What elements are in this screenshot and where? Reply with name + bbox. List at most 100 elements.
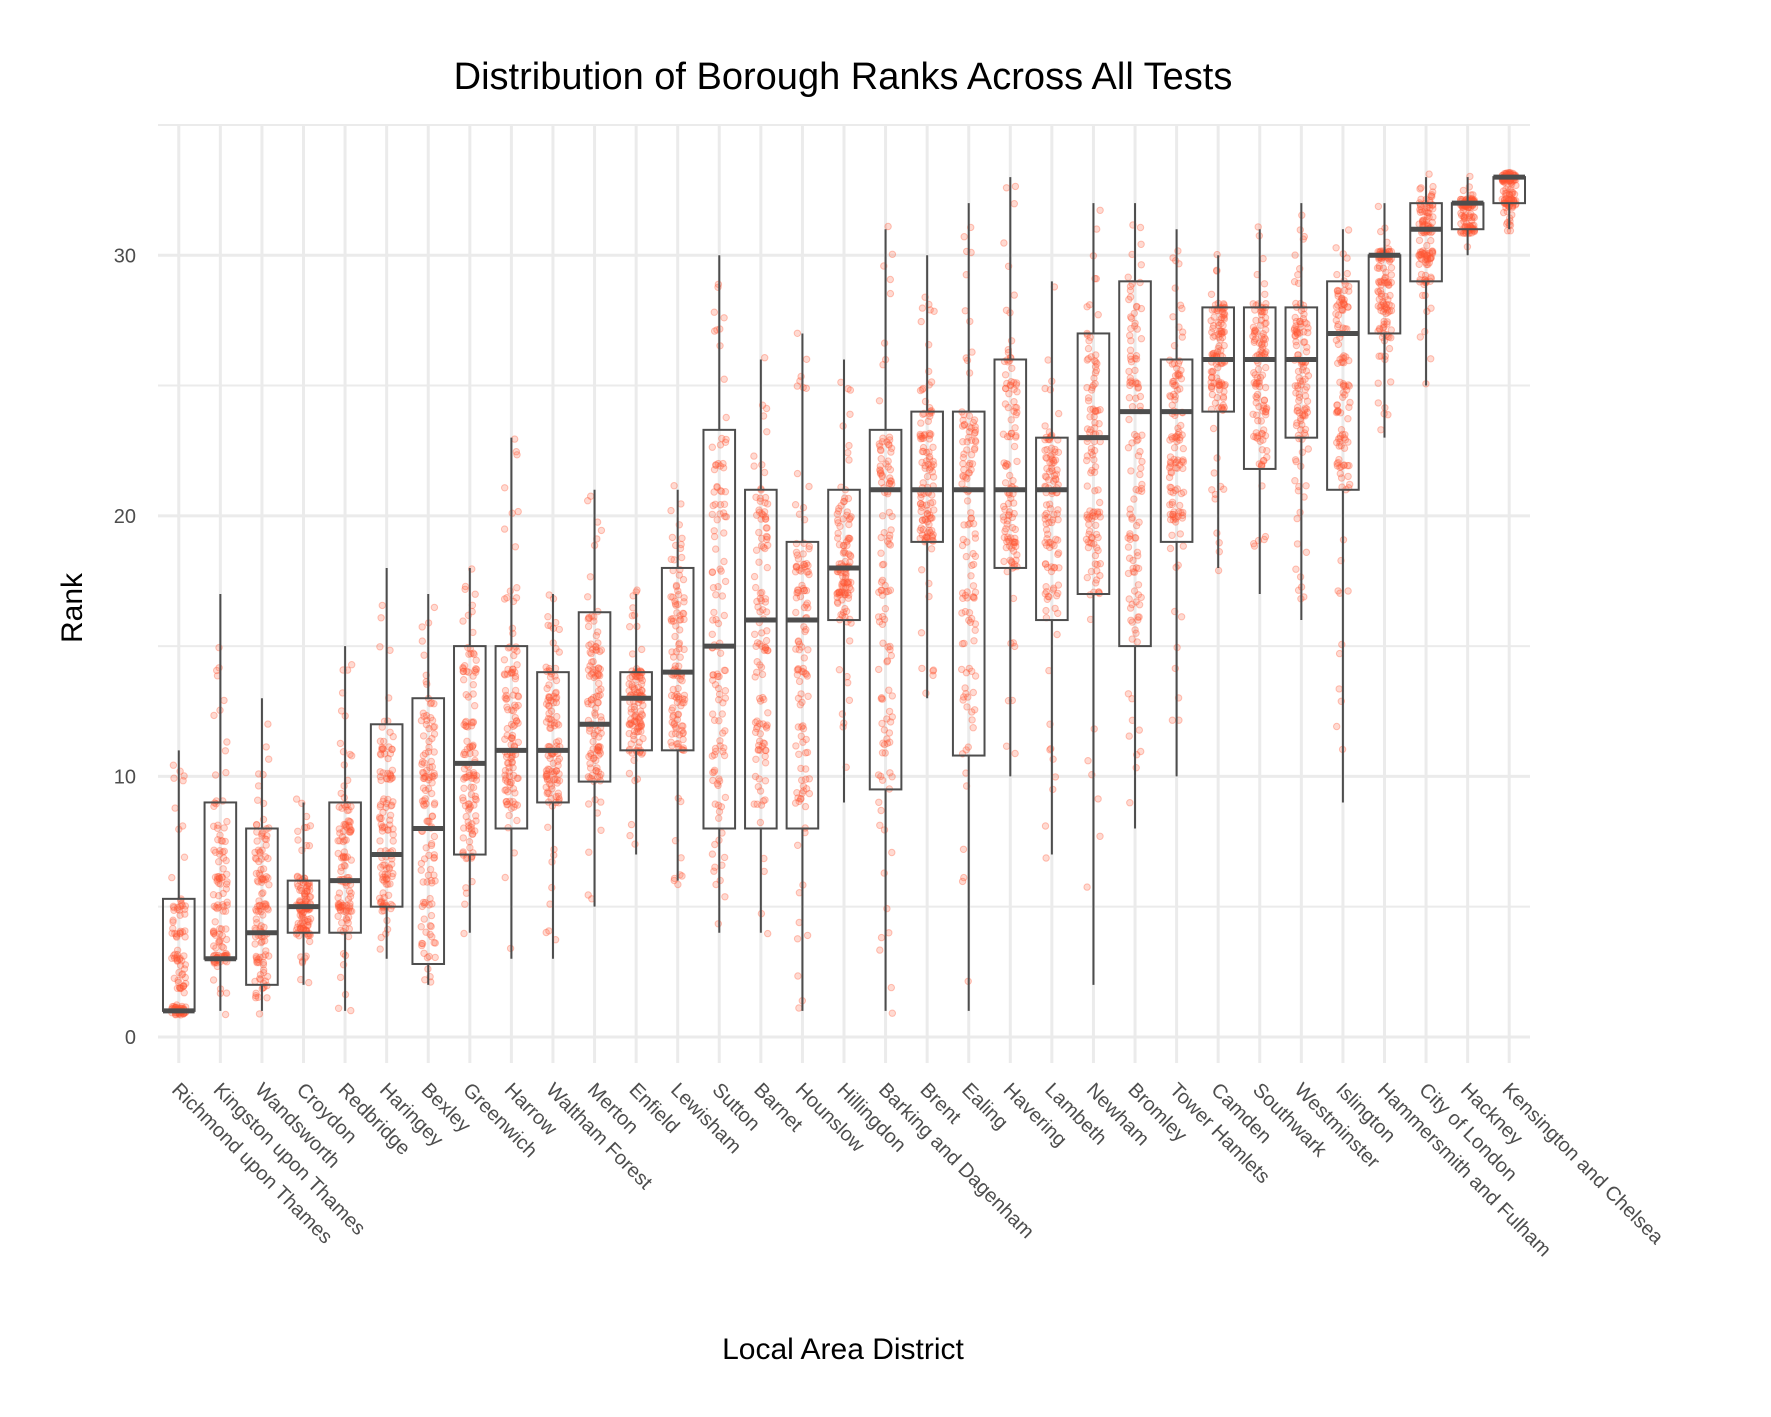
jitter-point: [960, 521, 968, 529]
jitter-point: [594, 692, 603, 701]
jitter-point: [1252, 429, 1261, 437]
jitter-point: [1127, 616, 1135, 624]
jitter-point: [750, 572, 759, 581]
jitter-point: [721, 577, 730, 586]
jitter-point: [1381, 274, 1389, 282]
jitter-point: [1468, 217, 1476, 225]
jitter-point: [1424, 260, 1432, 269]
jitter-point: [259, 961, 268, 969]
jitter-point: [223, 901, 231, 909]
jitter-point: [1177, 613, 1186, 621]
jitter-point: [958, 541, 967, 550]
y-tick-label: 10: [114, 766, 136, 788]
jitter-point: [420, 712, 428, 721]
jitter-point: [1415, 236, 1424, 245]
jitter-point: [793, 935, 802, 943]
jitter-point: [674, 880, 682, 889]
jitter-point: [802, 775, 810, 783]
jitter-point: [257, 875, 265, 883]
jitter-point: [178, 928, 187, 936]
y-tick-label: 20: [114, 506, 136, 528]
jitter-point: [385, 863, 393, 872]
jitter-point: [597, 729, 605, 737]
jitter-point: [420, 797, 428, 805]
jitter-point: [673, 698, 682, 707]
jitter-point: [471, 792, 479, 800]
jitter-point: [1001, 479, 1010, 487]
jitter-point: [259, 770, 267, 779]
jitter-point: [750, 800, 758, 808]
jitter-point: [428, 716, 437, 725]
jitter-point: [421, 773, 429, 781]
jitter-point: [1339, 380, 1348, 388]
jitter-point: [1127, 467, 1135, 475]
jitter-point: [1007, 416, 1015, 424]
jitter-point: [1343, 269, 1352, 278]
jitter-point: [755, 694, 764, 703]
jitter-point: [294, 882, 302, 890]
jitter-point: [178, 957, 186, 965]
jitter-point: [1260, 340, 1269, 348]
jitter-point: [181, 902, 190, 910]
jitter-point: [377, 898, 385, 906]
jitter-point: [501, 771, 509, 779]
jitter-point: [843, 511, 851, 519]
jitter-point: [799, 560, 808, 568]
jitter-point: [376, 815, 384, 823]
jitter-point: [1126, 282, 1135, 291]
jitter-point: [1260, 535, 1268, 544]
jitter-point: [752, 583, 760, 592]
jitter-point: [884, 587, 892, 595]
jitter-point: [710, 532, 719, 541]
jitter-point: [846, 551, 854, 559]
jitter-point: [298, 911, 306, 919]
jitter-point: [382, 775, 391, 783]
jitter-point: [222, 935, 231, 944]
jitter-point: [667, 506, 675, 515]
jitter-point: [211, 848, 220, 856]
jitter-point: [338, 903, 346, 911]
jitter-point: [176, 984, 184, 992]
jitter-point: [377, 933, 385, 942]
jitter-point: [380, 861, 389, 869]
jitter-point: [345, 806, 353, 814]
jitter-point: [1260, 333, 1269, 342]
jitter-point: [835, 666, 844, 674]
y-tick-labels: 0 10 20 30: [114, 245, 136, 1049]
jitter-point: [223, 878, 231, 886]
jitter-point: [258, 878, 266, 886]
jitter-point: [388, 766, 397, 774]
jitter-point: [427, 757, 435, 766]
jitter-point: [762, 524, 770, 532]
jitter-point: [1387, 264, 1396, 272]
jitter-point: [1168, 716, 1177, 724]
jitter-point: [258, 875, 267, 883]
jitter-point: [672, 601, 680, 609]
jitter-point: [174, 978, 183, 986]
jitter-point: [589, 657, 597, 666]
jitter-point: [299, 908, 308, 917]
jitter-point: [1344, 226, 1353, 234]
jitter-point: [761, 759, 770, 767]
jitter-point: [388, 860, 396, 868]
jitter-point: [750, 462, 758, 470]
jitter-point: [257, 922, 265, 930]
jitter-point: [261, 835, 269, 843]
jitter-point: [264, 854, 272, 863]
jitter-point: [253, 958, 261, 967]
jitter-point: [1258, 371, 1267, 379]
jitter-point: [304, 921, 312, 929]
jitter-point: [216, 925, 224, 933]
jitter-point: [346, 907, 355, 915]
jitter-point: [216, 847, 224, 855]
jitter-point: [218, 942, 226, 951]
jitter-point: [348, 907, 356, 915]
jitter-point: [467, 783, 475, 791]
jitter-point: [794, 555, 803, 563]
jitter-point: [296, 920, 305, 928]
jitter-point: [1459, 186, 1468, 195]
jitter-point: [799, 782, 808, 790]
jitter-point: [1002, 306, 1011, 314]
jitter-point: [1137, 464, 1145, 472]
jitter-point: [213, 824, 222, 832]
